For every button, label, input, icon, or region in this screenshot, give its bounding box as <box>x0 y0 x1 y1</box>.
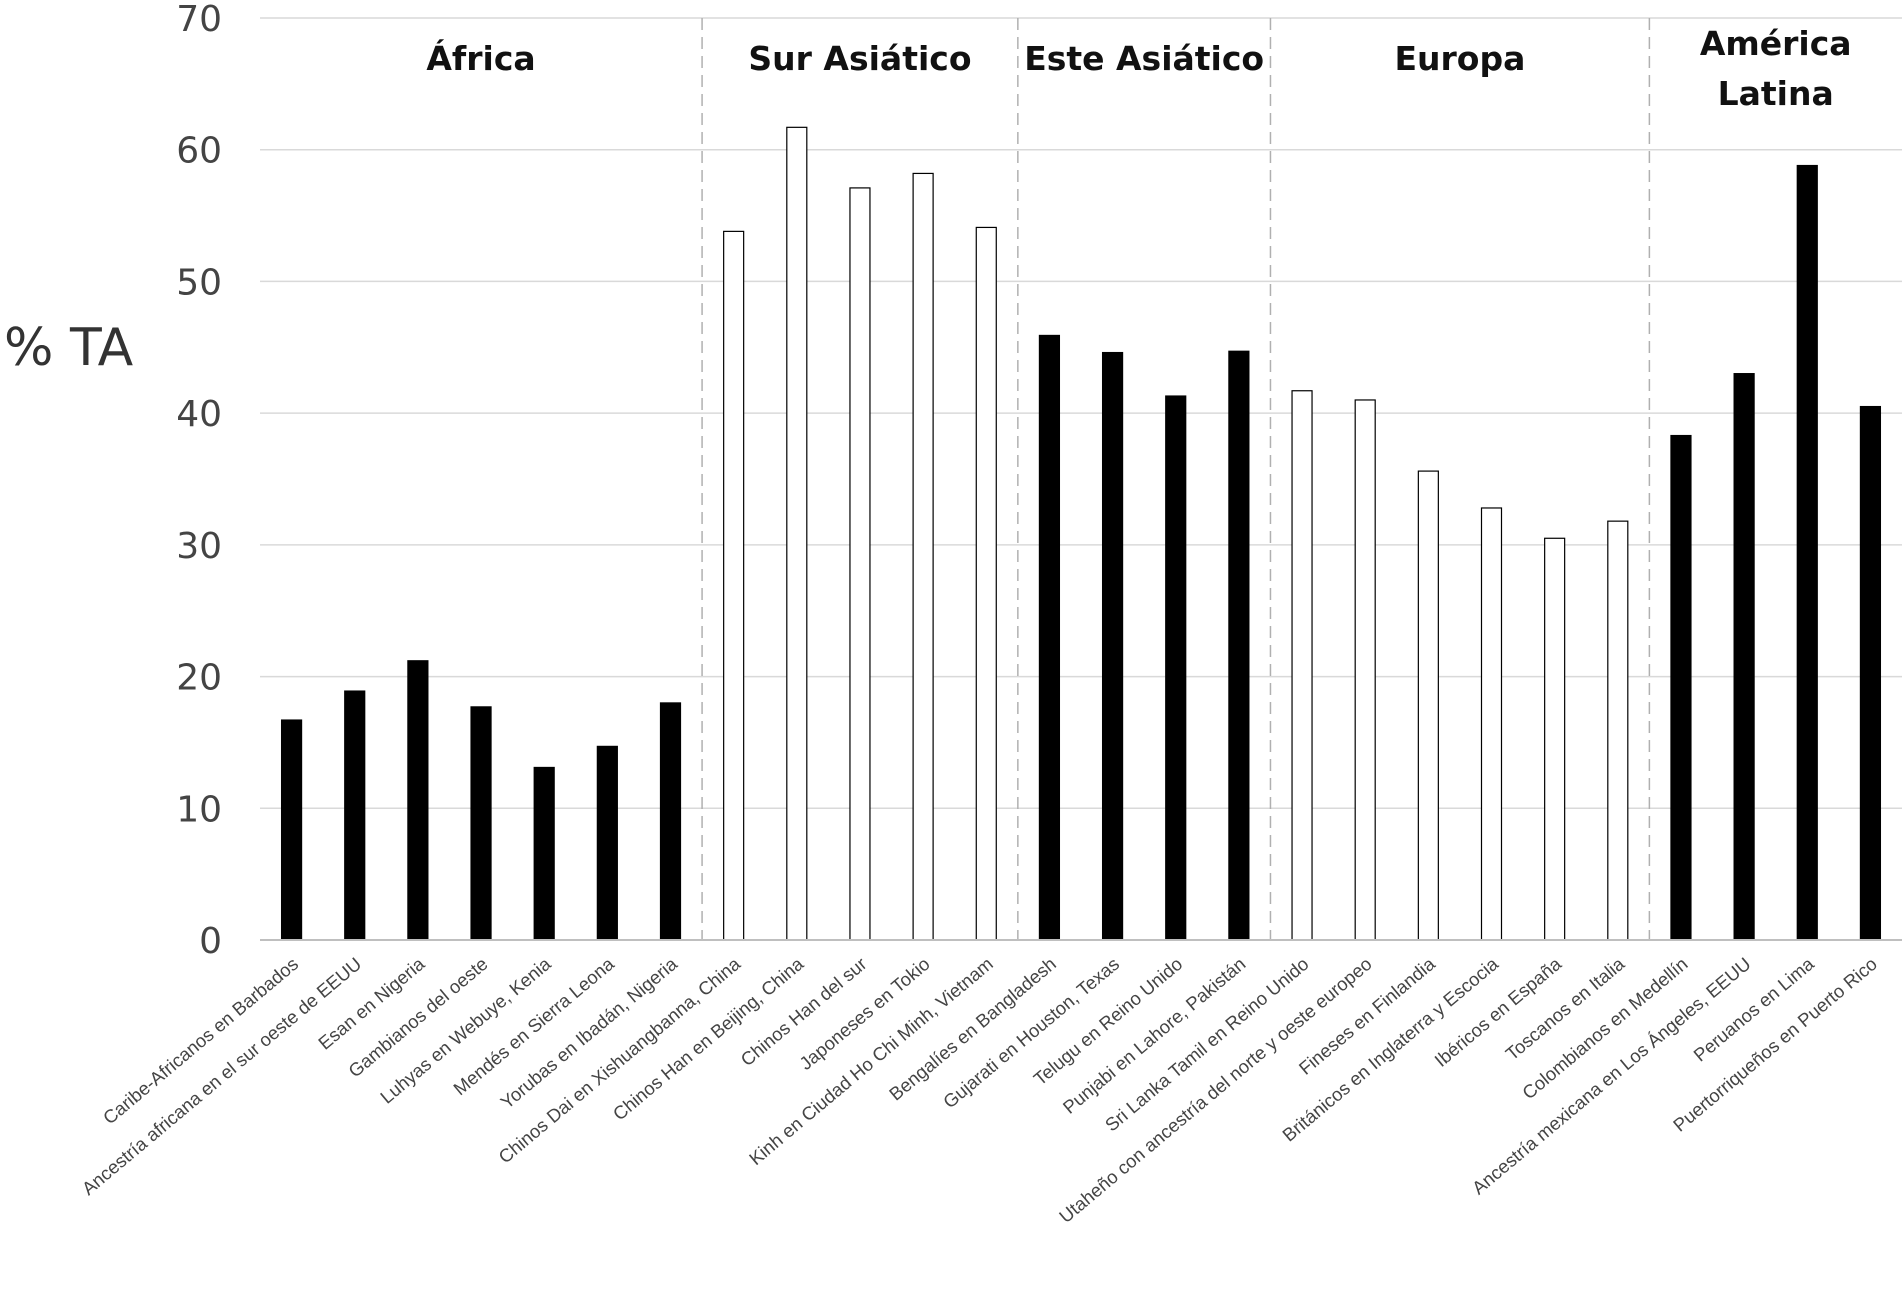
bar <box>407 660 429 941</box>
y-tick-label: 60 <box>176 131 222 172</box>
y-tick-label: 50 <box>176 262 222 303</box>
region-labels: África Sur Asiático Este Asiático Europa Amé… <box>426 24 1851 113</box>
region-label: América <box>1700 24 1852 63</box>
bar <box>1480 507 1503 941</box>
bar <box>1165 395 1187 941</box>
bar <box>1417 470 1439 941</box>
bar <box>1796 164 1818 941</box>
bar <box>596 745 618 941</box>
bar <box>849 187 871 941</box>
category-label: Ancestría africana en el sur oeste de EE… <box>78 953 366 1199</box>
region-label: Sur Asiático <box>748 39 971 78</box>
region-dividers <box>701 18 1651 940</box>
y-tick-label: 20 <box>176 658 222 699</box>
y-tick-label: 0 <box>199 921 222 962</box>
bar <box>1670 434 1692 941</box>
bar <box>912 172 934 941</box>
bar <box>1228 350 1250 941</box>
bar <box>723 230 745 941</box>
bars <box>280 126 1882 941</box>
gridlines <box>260 17 1902 810</box>
bar <box>533 766 555 941</box>
y-tick-label: 40 <box>176 394 222 435</box>
y-tick-label: 70 <box>176 0 222 40</box>
bar <box>1101 351 1124 941</box>
region-label: Este Asiático <box>1024 39 1264 78</box>
bar <box>1733 373 1755 941</box>
bar <box>344 690 366 941</box>
bar <box>1354 399 1376 941</box>
bar <box>1544 537 1566 941</box>
bar <box>1291 390 1313 941</box>
y-tick-label: 10 <box>176 789 222 830</box>
category-label: Esan en Nigeria <box>314 953 429 1054</box>
y-tick-label: 30 <box>176 526 222 567</box>
bar <box>1038 334 1061 941</box>
region-label: Europa <box>1394 39 1525 78</box>
bar <box>470 706 492 941</box>
bar <box>280 719 303 941</box>
region-label: África <box>426 38 535 78</box>
bar <box>1607 520 1629 941</box>
bar <box>1859 405 1882 941</box>
y-axis-label: % TA <box>4 318 134 378</box>
y-tick-labels: 0 10 20 30 40 50 60 70 <box>176 0 222 962</box>
bar <box>975 226 997 941</box>
bar <box>786 126 808 941</box>
bar <box>659 702 682 941</box>
region-label: Latina <box>1718 74 1834 113</box>
